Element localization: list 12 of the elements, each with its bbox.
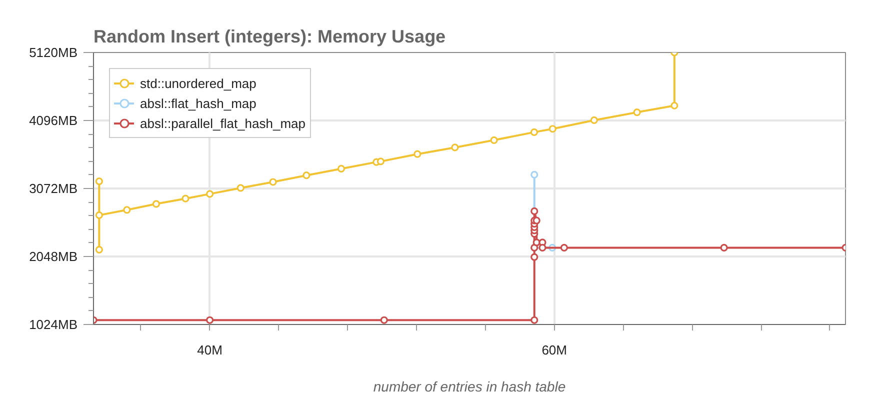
legend-label: std::unordered_map	[140, 74, 256, 93]
x-tick-label: 40M	[197, 342, 222, 358]
y-tick-label: 1024MB	[29, 317, 78, 332]
y-tick-label: 3072MB	[29, 181, 78, 196]
y-tick-label: 5120MB	[29, 45, 78, 60]
x-tick-label: 60M	[542, 342, 567, 358]
legend-label: absl::flat_hash_map	[140, 94, 256, 113]
y-tick-label: 4096MB	[29, 113, 78, 128]
chart-title: Random Insert (integers): Memory Usage	[94, 26, 446, 46]
legend-label: absl::parallel_flat_hash_map	[140, 114, 306, 133]
y-tick-label: 2048MB	[29, 249, 78, 264]
x-axis-title: number of entries in hash table	[373, 378, 566, 394]
